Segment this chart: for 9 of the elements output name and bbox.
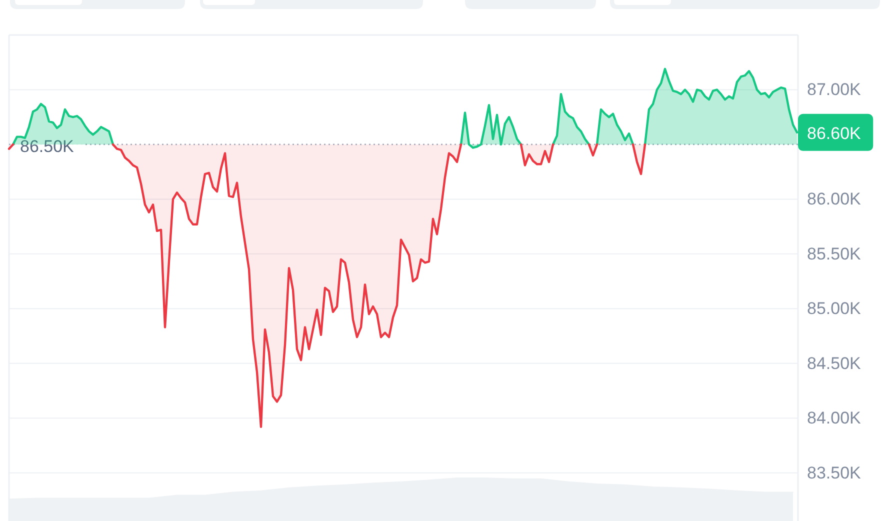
y-tick-label: 85.00K (807, 299, 862, 318)
y-tick-label: 84.50K (807, 354, 862, 373)
y-tick-label: 85.50K (807, 244, 862, 264)
y-tick-label: 86.00K (807, 190, 862, 209)
text: 86.60K (807, 124, 862, 143)
y-tick-label: 87.00K (807, 80, 862, 100)
y-tick-label: 84.00K (807, 408, 862, 428)
y-tick-label: 83.50K (807, 463, 862, 482)
ref-line-label: 86.50K (20, 136, 75, 156)
